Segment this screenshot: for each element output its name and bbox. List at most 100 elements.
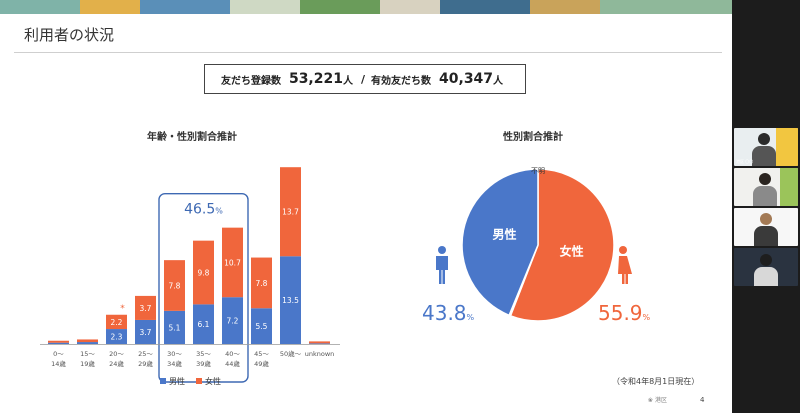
slide-title: 利用者の状況 (24, 26, 115, 44)
female-person-icon (618, 246, 632, 284)
female-percentage: 55.9% (598, 301, 651, 325)
bar-male (251, 308, 272, 344)
bar-female (164, 260, 185, 311)
highlight-total-unit: % (215, 207, 223, 216)
bar-label-male: 2.3 (111, 333, 123, 342)
bar-female (309, 341, 330, 344)
participant-video[interactable] (734, 168, 798, 206)
pie-side-labels: 43.8% 55.9% (422, 246, 651, 325)
participant-video[interactable]: 港区 〇〇 (734, 128, 798, 166)
female-percentage-value: 55.9 (598, 301, 643, 325)
active-label: 有効友だち数 (371, 75, 432, 87)
bar-label-female: 9.8 (198, 269, 210, 278)
bar-female (106, 314, 127, 330)
tick-label: 30〜 (167, 350, 182, 358)
bar-female (222, 227, 243, 298)
participant-video[interactable] (734, 208, 798, 246)
tick-label: 50歳〜 (280, 349, 302, 358)
bar-label-male: 7.2 (227, 317, 239, 326)
bar-male (77, 342, 98, 344)
gender-chart-title: 性別割合推計 (503, 132, 563, 143)
bar-male (135, 319, 156, 344)
bar-male (48, 342, 69, 344)
ward-logo: ❀ 港区 (648, 395, 667, 404)
age-chart-title: 年齢・性別割合推計 (147, 132, 237, 143)
logo-mark-icon: ❀ (648, 397, 654, 404)
participant-panel: 港区 〇〇 (732, 0, 800, 413)
bar-female (193, 240, 214, 305)
highlight-group-box (158, 192, 249, 383)
female-icon-head (619, 246, 627, 254)
bar-label-female: 10.7 (224, 258, 241, 267)
tick-label: 25〜 (138, 350, 153, 358)
bar-label-female: 2.2 (111, 318, 123, 327)
gender-pie-chart: 女性 男性 不明 (461, 167, 615, 322)
bar-label-male: 3.7 (140, 328, 152, 337)
tick-label: 19歳 (80, 359, 95, 368)
participant-video[interactable] (734, 248, 798, 286)
friends-label: 友だち登録数 (220, 75, 281, 87)
summary-separator: / (360, 72, 366, 86)
pie-label-female: 女性 (560, 243, 584, 258)
bar-male (193, 304, 214, 344)
tick-label: 40〜 (225, 350, 240, 358)
page-number: 4 (700, 396, 705, 404)
tick-label: 49歳 (254, 359, 269, 368)
participant-name: 港区 〇〇 (736, 159, 754, 164)
male-percentage: 43.8% (422, 301, 475, 325)
male-percentage-unit: % (467, 313, 475, 322)
friends-value: 53,221 (288, 71, 343, 87)
pie-slice (509, 168, 615, 322)
highlight-total-value: 46.5 (184, 202, 215, 218)
bar-label-male: 5.1 (169, 323, 181, 332)
tick-label: 34歳 (167, 359, 182, 368)
bar-label-male: 6.1 (198, 320, 210, 329)
legend-label-male: 男性 (169, 376, 185, 386)
bar-male (280, 256, 301, 344)
logo-text: 港区 (654, 397, 667, 404)
bar-label-female: 7.8 (256, 279, 268, 288)
bar-male (164, 310, 185, 344)
bar-male (222, 297, 243, 344)
male-percentage-value: 43.8 (422, 301, 467, 325)
bar-female (77, 339, 98, 343)
legend-label-female: 女性 (205, 376, 221, 386)
tick-label: 20〜 (109, 350, 124, 358)
male-icon-head (438, 246, 446, 254)
bar-label-female: 13.7 (282, 208, 299, 217)
pie-label-male: 男性 (492, 226, 516, 241)
age-gender-bar-chart: 46.5% 0〜14歳 15〜19歳 2.3 2.2 * 20〜24歳 3.7 3.7 25〜29… (40, 167, 340, 386)
tick-label: 44歳 (225, 359, 240, 368)
male-icon-body (436, 256, 448, 284)
registration-summary-box: 友だち登録数 53,221 人 / 有効友だち数 40,347 人 (204, 64, 526, 94)
tick-label: 15〜 (80, 350, 95, 358)
tick-label: 35〜 (196, 350, 211, 358)
bar-female (48, 340, 69, 343)
legend-swatch-male (160, 378, 166, 384)
decorative-banner (0, 0, 732, 14)
active-unit: 人 (493, 75, 504, 87)
highlight-total-label: 46.5% (184, 202, 223, 218)
tick-label: 14歳 (51, 359, 66, 368)
female-percentage-unit: % (643, 313, 651, 322)
tick-label: 39歳 (196, 359, 211, 368)
pie-slice (461, 168, 539, 317)
date-footnote: （令和4年8月1日現在） (612, 377, 700, 386)
asterisk-icon: * (120, 304, 125, 314)
title-divider (14, 52, 722, 53)
friends-unit: 人 (342, 75, 353, 87)
male-person-icon (436, 246, 448, 284)
bar-female (135, 295, 156, 320)
legend-swatch-female (196, 378, 202, 384)
tick-label: 45〜 (254, 350, 269, 358)
bar-female (251, 257, 272, 309)
tick-label: unknown (305, 350, 335, 358)
tick-label: 24歳 (109, 359, 124, 368)
pie-label-unknown: 不明 (531, 167, 545, 175)
bar-label-male: 5.5 (256, 322, 268, 331)
active-value: 40,347 (439, 71, 494, 87)
bar-male (309, 343, 330, 344)
tick-label: 0〜 (53, 350, 64, 358)
tick-label: 29歳 (138, 359, 153, 368)
bar-female (280, 167, 301, 257)
